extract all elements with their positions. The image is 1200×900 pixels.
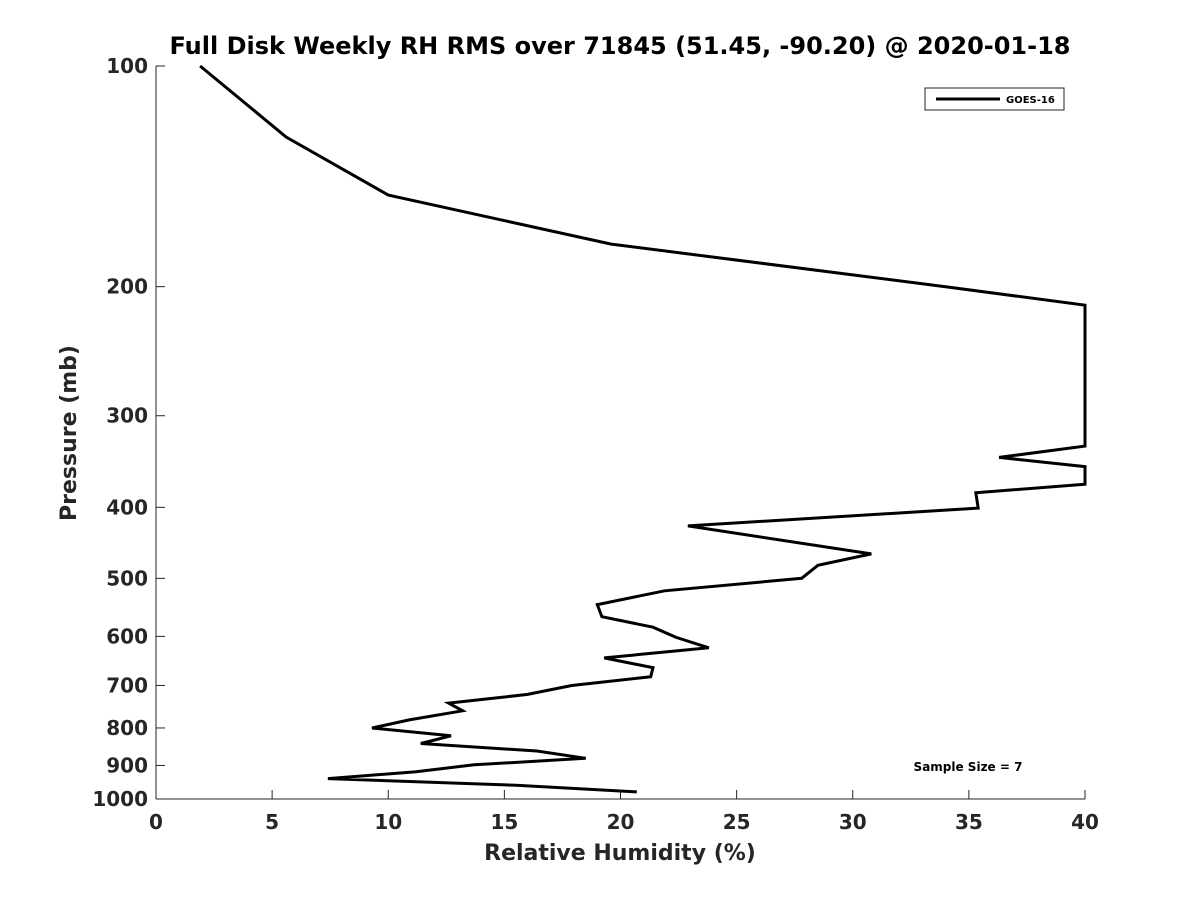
x-tick-label: 10 bbox=[374, 810, 402, 834]
y-tick-label: 400 bbox=[106, 495, 148, 519]
series-layer bbox=[199, 64, 1087, 794]
plot-frame bbox=[156, 66, 1085, 799]
x-tick-label: 30 bbox=[839, 810, 867, 834]
y-tick-label: 1000 bbox=[92, 787, 148, 811]
x-tick-label: 20 bbox=[607, 810, 635, 834]
legend: GOES-16 bbox=[924, 87, 1065, 111]
y-tick-label: 600 bbox=[106, 624, 148, 648]
chart-title: Full Disk Weekly RH RMS over 71845 (51.4… bbox=[169, 32, 1070, 60]
series-line-goes16 bbox=[199, 64, 1087, 794]
x-tick-label: 25 bbox=[723, 810, 751, 834]
x-tick-label: 0 bbox=[149, 810, 163, 834]
x-axis-label: Relative Humidity (%) bbox=[484, 841, 756, 866]
x-tick-label: 15 bbox=[490, 810, 518, 834]
x-tick-label: 5 bbox=[265, 810, 279, 834]
x-tick-label: 40 bbox=[1071, 810, 1099, 834]
y-axis-label: Pressure (mb) bbox=[57, 345, 82, 521]
y-tick-label: 300 bbox=[106, 404, 148, 428]
sample-size-annotation: Sample Size = 7 bbox=[914, 760, 1023, 774]
y-axis-ticks: 100 200 300 400 500 600 700 800 900 1000 bbox=[92, 54, 165, 811]
y-tick-label: 700 bbox=[106, 673, 148, 697]
x-axis-ticks: 0 5 10 15 20 25 30 35 40 bbox=[149, 790, 1099, 834]
legend-label-goes16: GOES-16 bbox=[1006, 95, 1055, 106]
y-tick-label: 800 bbox=[106, 716, 148, 740]
y-tick-label: 900 bbox=[106, 753, 148, 777]
x-tick-label: 35 bbox=[955, 810, 983, 834]
y-tick-label: 200 bbox=[106, 275, 148, 299]
y-tick-label: 500 bbox=[106, 566, 148, 590]
plot-area: 0 5 10 15 20 25 30 35 40 100 200 300 400 500 600 700 80… bbox=[92, 54, 1099, 834]
y-tick-label: 100 bbox=[106, 54, 148, 78]
